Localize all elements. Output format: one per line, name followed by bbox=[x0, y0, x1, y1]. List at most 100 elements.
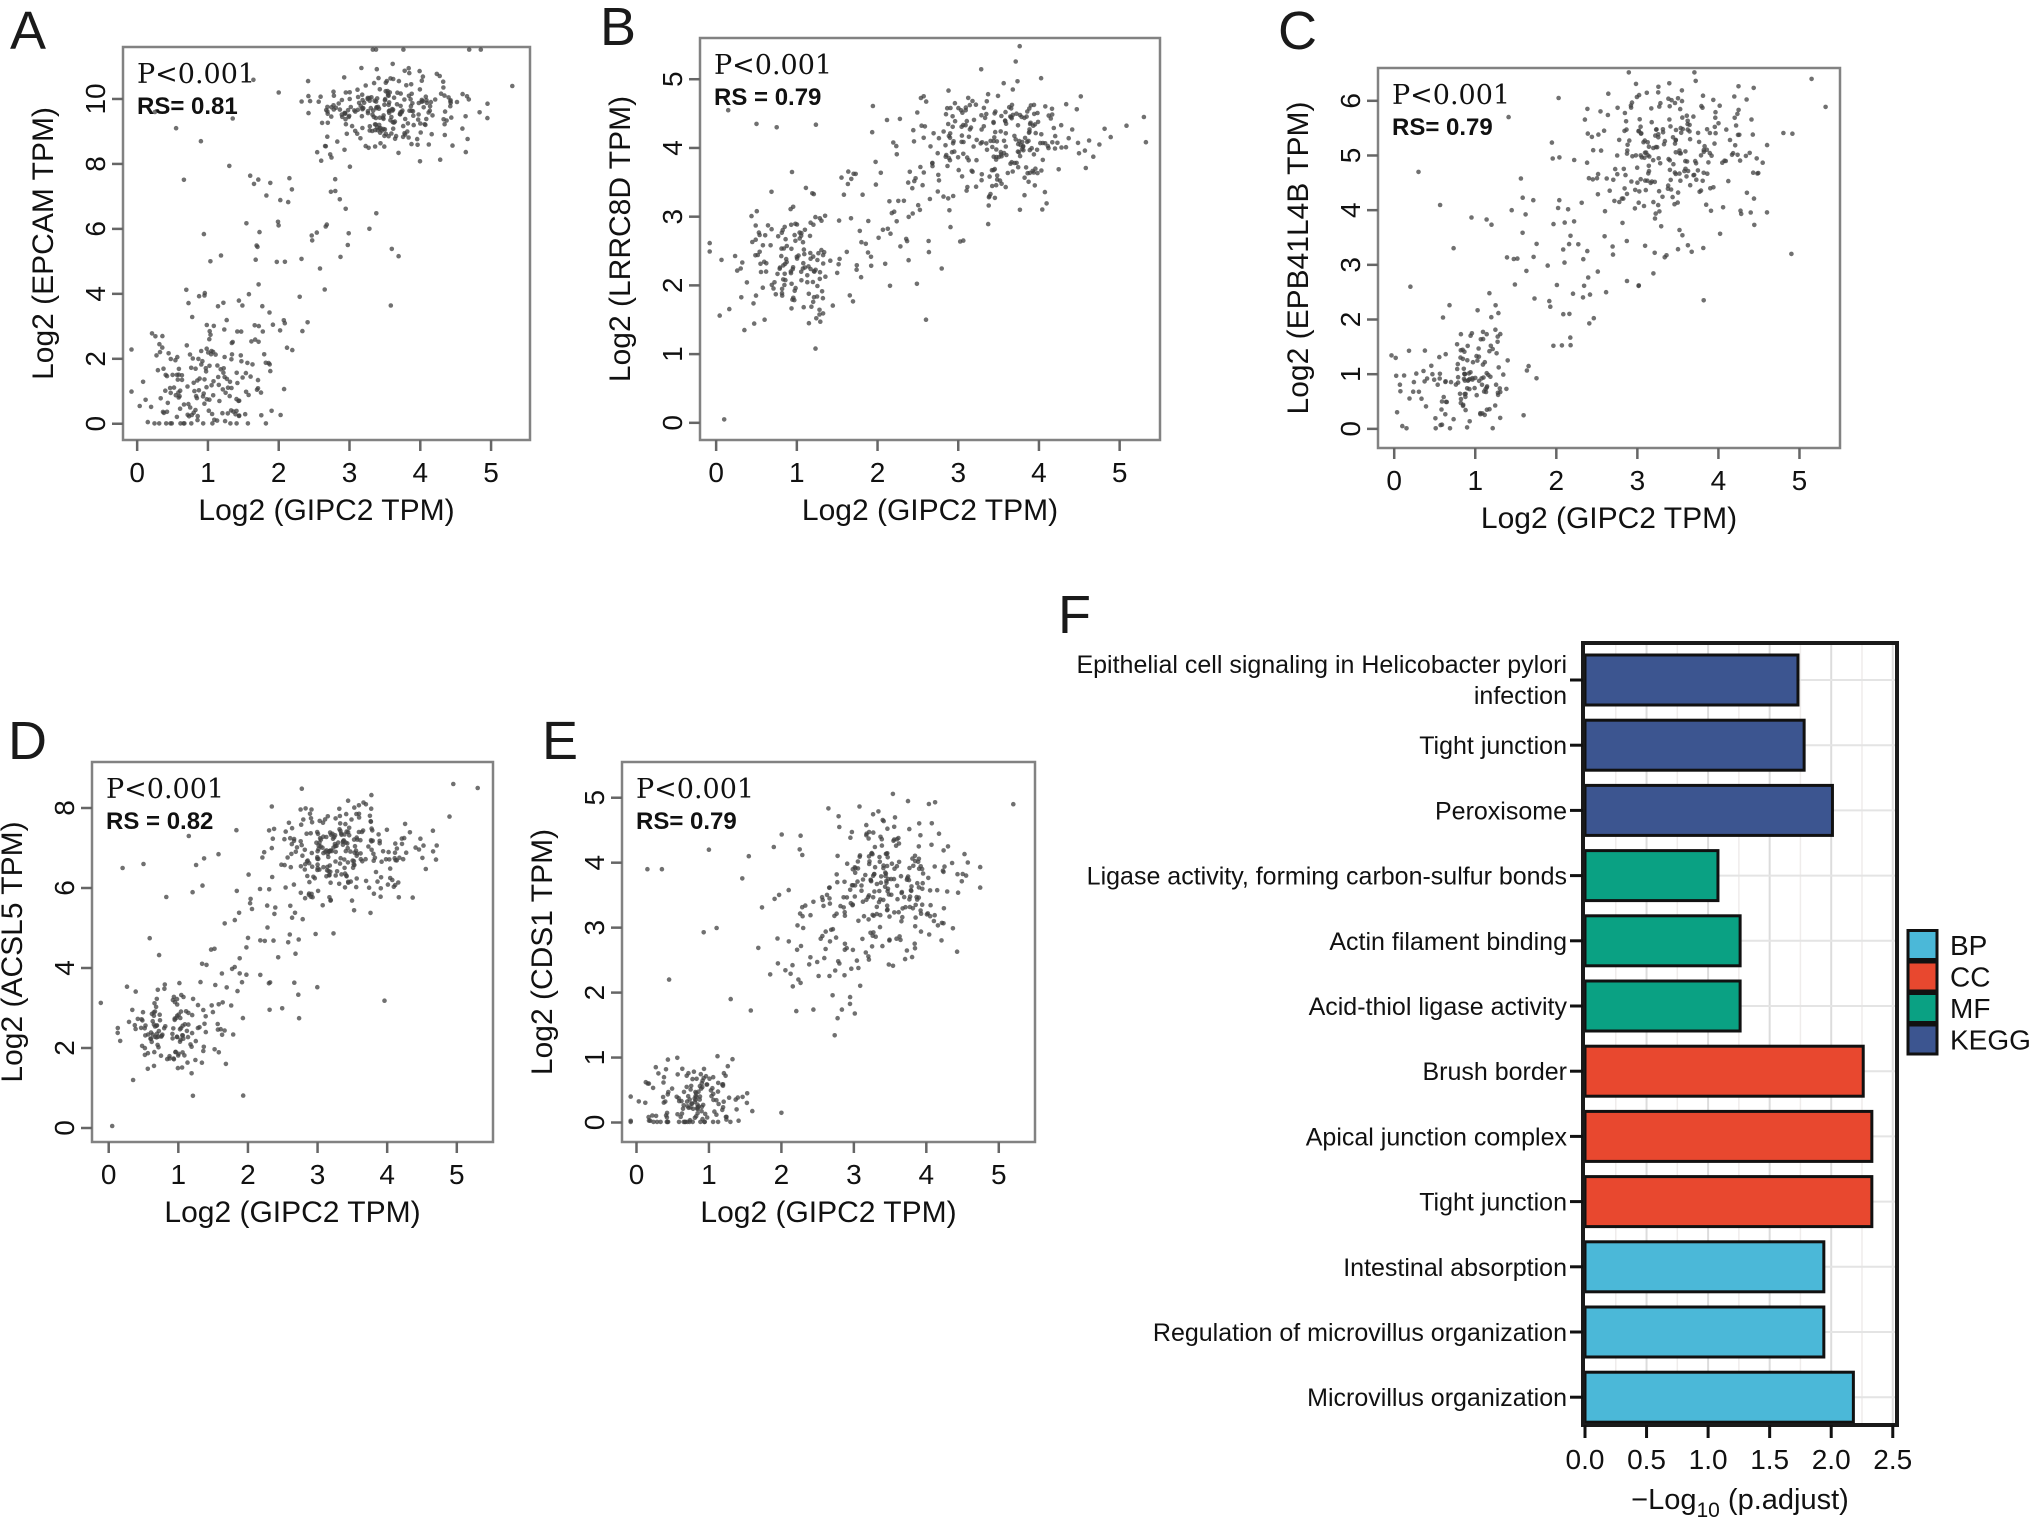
category-label: Brush border bbox=[1422, 1058, 1567, 1086]
y-axis-label: Log2 (ACSL5 TPM) bbox=[0, 821, 29, 1082]
y-tick-label: 0 bbox=[657, 415, 688, 431]
y-tick-label: 1 bbox=[1335, 366, 1366, 382]
y-tick-label: 4 bbox=[657, 140, 688, 156]
panel-c-scatter-epb41l4b: 0 1 2 3 4 5 0 1 2 3 4 5 6 Log2 (GIPC2 TPM) Log2 (EPB41… bbox=[1268, 0, 1844, 550]
x-tick-label: 1 bbox=[171, 1159, 187, 1190]
x-tick-label: 5 bbox=[449, 1159, 465, 1190]
x-axis: 0 1 2 3 4 5 bbox=[129, 440, 499, 488]
y-tick-label: 3 bbox=[657, 209, 688, 225]
y-tick-label: 4 bbox=[579, 855, 610, 871]
category-label: Actin filament binding bbox=[1329, 928, 1567, 956]
scatter-points bbox=[628, 791, 1016, 1125]
value-axis: 0.0 0.5 1.0 1.5 2.0 2.5 bbox=[1566, 1425, 1912, 1475]
p-value-annotation: P<0.001 bbox=[714, 50, 832, 81]
x-tick-label: 4 bbox=[1031, 457, 1047, 488]
scatter-chart-cds1-vs-gipc2: 0 1 2 3 4 5 0 1 2 3 4 5 Log2 (GIPC2 TPM) Log2 (CDS1 T… bbox=[530, 760, 1037, 1229]
y-tick-label: 1 bbox=[657, 346, 688, 362]
x-axis: 0 1 2 3 4 5 bbox=[708, 440, 1127, 488]
x-axis-label: Log2 (GIPC2 TPM) bbox=[198, 494, 454, 527]
panel-f-enrichment-bar-chart: Epithelial cell signaling in Helicobacte… bbox=[1048, 578, 2032, 1524]
x-tick-label: 4 bbox=[412, 457, 428, 488]
x-axis: 0 1 2 3 4 5 bbox=[629, 1142, 1007, 1190]
y-tick-label: 2 bbox=[579, 985, 610, 1001]
legend-label-bp: BP bbox=[1950, 930, 1987, 961]
y-tick-label: 5 bbox=[657, 71, 688, 87]
panel-label-f: F bbox=[1058, 585, 1091, 645]
bar-bp-10 bbox=[1583, 1305, 1826, 1359]
bar-mf-3 bbox=[1583, 849, 1720, 903]
bar-cc-6 bbox=[1583, 1044, 1865, 1098]
plot-frame bbox=[90, 760, 495, 1144]
x-tick-label: 1.0 bbox=[1689, 1444, 1728, 1475]
panel-a-scatter-epcam: 0 1 2 3 4 5 0 2 4 6 8 10 Log2 (GIPC2 TPM) Log2 (EPCAM… bbox=[0, 0, 565, 545]
category-label: Regulation of microvillus organization bbox=[1153, 1319, 1567, 1347]
category-label: Microvillus organization bbox=[1307, 1384, 1567, 1412]
category-label: Ligase activity, forming carbon-sulfur b… bbox=[1087, 863, 1567, 891]
y-tick-label: 6 bbox=[1335, 93, 1366, 109]
category-label: Acid-thiol ligase activity bbox=[1309, 993, 1568, 1021]
p-value-annotation: P<0.001 bbox=[106, 774, 224, 805]
bar-cc-7 bbox=[1583, 1109, 1874, 1163]
x-tick-label: 4 bbox=[919, 1159, 935, 1190]
x-axis-label: −Log10 (p.adjust) bbox=[1631, 1484, 1849, 1522]
category-axis: Epithelial cell signaling in Helicobacte… bbox=[1076, 651, 1583, 1412]
x-tick-label: 2 bbox=[271, 457, 287, 488]
y-tick-label: 8 bbox=[80, 156, 111, 172]
bar-kegg-1 bbox=[1583, 718, 1806, 772]
bar-kegg-2 bbox=[1583, 783, 1834, 837]
legend-label-cc: CC bbox=[1950, 962, 1990, 993]
y-tick-label: 6 bbox=[80, 221, 111, 237]
legend-label-kegg: KEGG bbox=[1950, 1025, 2031, 1056]
x-tick-label: 2 bbox=[774, 1159, 790, 1190]
x-tick-label: 0 bbox=[708, 457, 724, 488]
x-tick-label: 0.5 bbox=[1627, 1444, 1666, 1475]
y-tick-label: 2 bbox=[80, 351, 111, 367]
y-tick-label: 3 bbox=[579, 920, 610, 936]
y-tick-label: 3 bbox=[1335, 257, 1366, 273]
y-tick-label: 0 bbox=[80, 416, 111, 432]
x-axis-label: Log2 (GIPC2 TPM) bbox=[700, 1196, 956, 1229]
legend-swatch-mf bbox=[1906, 992, 1939, 1024]
y-axis: 0 2 4 6 8 10 bbox=[80, 83, 123, 432]
y-tick-label: 4 bbox=[49, 960, 80, 976]
panel-b-scatter-lrrc8d: 0 1 2 3 4 5 0 1 2 3 4 5 Log2 (GIPC2 TPM) Log2 (LRRC8D… bbox=[590, 0, 1175, 545]
y-tick-label: 2 bbox=[49, 1040, 80, 1056]
y-axis-label: Log2 (EPCAM TPM) bbox=[27, 107, 60, 380]
x-axis: 0 1 2 3 4 5 bbox=[101, 1142, 465, 1190]
y-tick-label: 4 bbox=[1335, 202, 1366, 218]
plot-frame bbox=[620, 760, 1037, 1144]
panel-label-e: E bbox=[542, 711, 579, 771]
x-tick-label: 0 bbox=[129, 457, 145, 488]
panel-d-scatter-acsl5: 0 1 2 3 4 5 0 2 4 6 8 Log2 (GIPC2 TPM) Log2 (ACSL5 T… bbox=[0, 700, 565, 1265]
scatter-chart-epcam-vs-gipc2: 0 1 2 3 4 5 0 2 4 6 8 10 Log2 (GIPC2 TPM) Log2 (EPCAM… bbox=[27, 45, 532, 527]
y-axis: 0 1 2 3 4 5 bbox=[657, 71, 700, 431]
x-tick-label: 4 bbox=[1711, 465, 1727, 496]
category-label: Tight junction bbox=[1419, 1189, 1567, 1217]
p-value-annotation: P<0.001 bbox=[1392, 80, 1510, 111]
scatter-points bbox=[129, 47, 515, 426]
x-tick-label: 2 bbox=[870, 457, 886, 488]
panel-label-c: C bbox=[1278, 1, 1317, 61]
y-axis-label: Log2 (LRRC8D TPM) bbox=[604, 96, 637, 382]
y-tick-label: 4 bbox=[80, 286, 111, 302]
scatter-points bbox=[98, 781, 481, 1129]
x-tick-label: 1 bbox=[1467, 465, 1483, 496]
plot-frame bbox=[1376, 66, 1842, 450]
bar-bp-9 bbox=[1583, 1240, 1826, 1294]
x-axis: 0 1 2 3 4 5 bbox=[1386, 448, 1807, 496]
y-axis-label: Log2 (CDS1 TPM) bbox=[530, 829, 559, 1075]
x-tick-label: 3 bbox=[846, 1159, 862, 1190]
rs-annotation: RS= 0.79 bbox=[1392, 114, 1493, 141]
legend-swatch-cc bbox=[1906, 960, 1939, 993]
legend-label-mf: MF bbox=[1950, 993, 1990, 1024]
rs-annotation: RS = 0.79 bbox=[714, 84, 821, 111]
x-tick-label: 2.0 bbox=[1812, 1444, 1851, 1475]
legend-swatch-bp bbox=[1906, 929, 1939, 961]
scatter-chart-lrrc8d-vs-gipc2: 0 1 2 3 4 5 0 1 2 3 4 5 Log2 (GIPC2 TPM) Log2 (LRRC8D… bbox=[604, 36, 1162, 527]
bar-chart-go-kegg-enrichment: Epithelial cell signaling in Helicobacte… bbox=[1076, 641, 2031, 1522]
y-tick-label: 0 bbox=[49, 1120, 80, 1136]
category-label: Tight junction bbox=[1419, 732, 1567, 760]
category-label: Intestinal absorption bbox=[1343, 1254, 1567, 1282]
